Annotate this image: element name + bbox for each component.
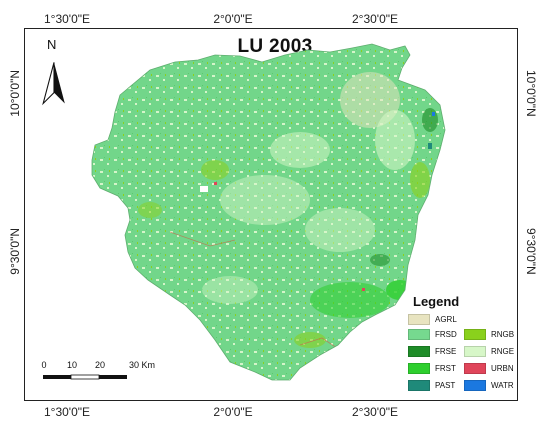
legend-item-agrl: AGRL — [408, 313, 457, 325]
coord-top-3: 2°30'0"E — [351, 12, 399, 26]
legend-swatch — [408, 313, 430, 325]
north-arrow-icon — [42, 62, 65, 106]
legend-swatch — [408, 345, 430, 357]
coord-right-1: 10°0'0"N — [524, 70, 538, 117]
scale-bar: 0 10 20 30 Km — [41, 360, 202, 390]
legend-swatch — [464, 328, 486, 340]
legend-swatch — [408, 379, 430, 391]
legend-label: PAST — [435, 380, 456, 390]
legend-label: AGRL — [435, 314, 457, 324]
legend-label: URBN — [491, 363, 514, 373]
coord-bottom-1: 1°30'0"E — [43, 405, 91, 419]
legend-item-rngb: RNGB — [464, 328, 514, 340]
legend-item-past: PAST — [408, 379, 455, 391]
legend-item-rnge: RNGE — [464, 345, 514, 357]
legend-label: RNGB — [491, 329, 515, 339]
legend-swatch — [408, 362, 430, 374]
scale-bar-graphic — [43, 374, 127, 380]
scale-tick-30: 30 Km — [128, 360, 156, 370]
legend-label: FRST — [435, 363, 456, 373]
legend-swatch — [464, 379, 486, 391]
legend-swatch — [408, 328, 430, 340]
legend-item-frsd: FRSD — [408, 328, 457, 340]
legend-item-frse: FRSE — [408, 345, 456, 357]
legend-label: RNGE — [491, 346, 515, 356]
coord-bottom-2: 2°0'0"E — [213, 405, 253, 419]
coord-right-2: 9°30'0"N — [524, 228, 538, 275]
legend-label: WATR — [491, 380, 514, 390]
legend-item-watr: WATR — [464, 379, 514, 391]
coord-bottom-3: 2°30'0"E — [351, 405, 399, 419]
map-title: LU 2003 — [237, 36, 313, 57]
scale-tick-0: 0 — [41, 360, 47, 370]
legend-label: FRSE — [435, 346, 457, 356]
scale-tick-20: 20 — [94, 360, 106, 370]
legend-swatch — [464, 362, 486, 374]
legend-item-urbn: URBN — [464, 362, 514, 374]
coord-top-1: 1°30'0"E — [43, 12, 91, 26]
legend-item-frst: FRST — [408, 362, 456, 374]
north-label: N — [47, 37, 57, 52]
legend-swatch — [464, 345, 486, 357]
legend-label: FRSD — [435, 329, 457, 339]
legend-title: Legend — [413, 294, 460, 309]
legend: Legend AGRL FRSD RNGB FRSE RNGE FRST URB… — [405, 294, 515, 394]
scale-tick-10: 10 — [66, 360, 78, 370]
map-region — [92, 44, 445, 380]
coord-top-2: 2°0'0"E — [213, 12, 253, 26]
